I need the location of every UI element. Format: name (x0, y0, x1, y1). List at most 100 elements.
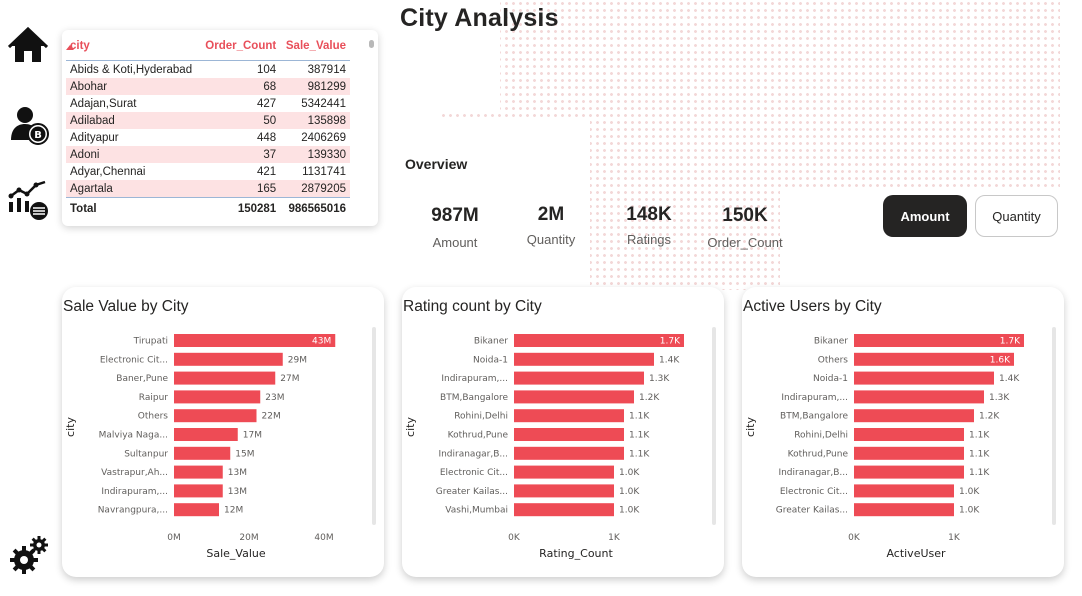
category-tick-label: Indirapuram,... (441, 374, 508, 384)
y-axis-label: city (404, 417, 417, 437)
bar[interactable] (514, 352, 654, 366)
data-label: 1.2K (639, 393, 660, 403)
chart-title: Active Users by City (743, 298, 882, 315)
bar[interactable] (174, 390, 261, 404)
bar[interactable] (854, 390, 984, 404)
city-table: city Order_Count Sale_Value Abids & Koti… (66, 40, 350, 220)
header-sale-value[interactable]: Sale_Value (280, 40, 350, 61)
total-order-count: 150281 (199, 197, 281, 220)
bar[interactable] (854, 465, 964, 479)
y-axis-label: city (744, 417, 757, 437)
bar[interactable] (174, 503, 219, 517)
cell-city: Adilabad (66, 112, 200, 129)
data-label: 43M (312, 337, 331, 347)
category-tick-label: Indirapuram,... (101, 487, 168, 497)
table-row[interactable]: Adajan,Surat 427 5342441 (66, 95, 350, 112)
kpi-amount: 987M Amount (420, 205, 490, 250)
settings-gears-icon[interactable] (8, 534, 48, 574)
bar[interactable] (854, 503, 954, 517)
data-label: 1.0K (619, 468, 640, 478)
cell-order-count: 421 (257, 165, 277, 178)
home-icon[interactable] (7, 26, 49, 66)
data-label: 13M (228, 468, 247, 478)
bar[interactable] (514, 503, 614, 517)
cell-sale-value: 981299 (280, 78, 350, 95)
category-tick-label: Kothrud,Pune (448, 431, 509, 441)
bar[interactable] (174, 334, 336, 347)
data-label: 1.1K (969, 449, 990, 459)
bar[interactable] (514, 371, 644, 385)
data-label: 1.6K (990, 355, 1011, 365)
bar[interactable] (514, 390, 634, 404)
table-scrollbar[interactable] (369, 40, 374, 48)
header-order-count[interactable]: Order_Count (199, 40, 281, 61)
bar[interactable] (174, 428, 238, 441)
table-row[interactable]: Adilabad 50 135898 (66, 112, 350, 129)
bar[interactable] (174, 371, 276, 385)
x-tick-label: 0K (508, 533, 521, 543)
cell-city: Abohar (66, 78, 200, 95)
sort-ascending-icon[interactable] (66, 45, 74, 50)
bar[interactable] (174, 446, 231, 460)
table-row[interactable]: Adityapur 448 2406269 (66, 129, 350, 146)
data-label: 1.3K (989, 393, 1010, 403)
bar[interactable] (854, 409, 974, 423)
bar[interactable] (854, 371, 994, 385)
category-tick-label: Others (818, 355, 849, 365)
data-label: 1.1K (629, 449, 650, 459)
data-label: 1.7K (1000, 337, 1021, 347)
analytics-icon[interactable] (8, 180, 48, 220)
chart-scrollbar[interactable] (1052, 327, 1056, 525)
table-total-row: Total 150281 986565016 (66, 197, 350, 220)
category-tick-label: Kothrud,Pune (788, 449, 849, 459)
page-title: City Analysis (400, 4, 559, 32)
bar[interactable] (854, 428, 964, 441)
category-tick-label: Raipur (139, 393, 168, 403)
rating-count-by-city-chart: Rating count by City city Rating_Count Bika… (403, 298, 716, 560)
category-tick-label: Vastrapur,Ah... (101, 468, 168, 478)
table-row[interactable]: Agartala 165 2879205 (66, 180, 350, 198)
kpi-label: Amount (432, 235, 478, 250)
table-row[interactable]: Abohar 68 981299 (66, 78, 350, 95)
bar[interactable] (514, 446, 624, 460)
x-axis-label: Rating_Count (539, 547, 613, 560)
table-row[interactable]: Adoni 37 139330 (66, 146, 350, 163)
bar[interactable] (174, 352, 283, 366)
overview-heading: Overview (405, 156, 468, 172)
bar[interactable] (514, 409, 624, 423)
data-label: 1.0K (619, 506, 640, 516)
bar[interactable] (514, 334, 684, 347)
chart-scrollbar[interactable] (712, 327, 716, 525)
bar[interactable] (514, 465, 614, 479)
header-city[interactable]: city (66, 40, 200, 61)
category-tick-label: Others (138, 412, 169, 422)
table-row[interactable]: Adyar,Chennai 421 1131741 (66, 163, 350, 180)
bar[interactable] (514, 428, 624, 441)
kpi-order-count: 150K Order_Count (700, 205, 790, 250)
data-label: 13M (228, 487, 247, 497)
bar[interactable] (854, 334, 1024, 347)
category-tick-label: Noida-1 (473, 355, 508, 365)
category-tick-label: Malviya Naga... (99, 431, 168, 441)
chart-scrollbar[interactable] (372, 327, 376, 525)
bar[interactable] (854, 484, 954, 498)
bar[interactable] (174, 484, 223, 498)
bar[interactable] (174, 465, 223, 479)
quantity-toggle-button[interactable]: Quantity (975, 195, 1058, 237)
category-tick-label: Navrangpura,... (98, 506, 168, 516)
bar[interactable] (514, 484, 614, 498)
data-label: 1.1K (969, 431, 990, 441)
amount-toggle-button[interactable]: Amount (883, 195, 967, 237)
bar[interactable] (854, 352, 1014, 366)
kpi-label: Order_Count (707, 235, 783, 250)
data-label: 12M (224, 506, 243, 516)
cell-order-count: 37 (199, 146, 281, 163)
bar[interactable] (854, 446, 964, 460)
user-coin-icon[interactable]: B (8, 104, 49, 145)
bar[interactable] (174, 409, 257, 423)
category-tick-label: Tirupati (133, 337, 168, 347)
category-tick-label: Greater Kailas... (436, 487, 508, 497)
x-tick-label: 0K (848, 533, 861, 543)
data-label: 22M (262, 412, 281, 422)
table-row[interactable]: Abids & Koti,Hyderabad 104 387914 (66, 61, 350, 79)
